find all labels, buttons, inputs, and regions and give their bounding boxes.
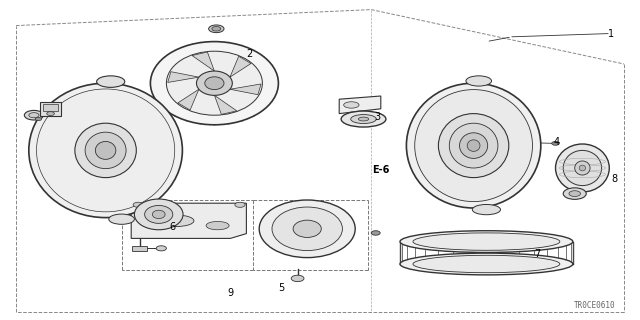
Ellipse shape	[438, 114, 509, 178]
Ellipse shape	[400, 253, 573, 275]
Polygon shape	[230, 84, 261, 95]
Ellipse shape	[569, 191, 580, 196]
Ellipse shape	[413, 233, 560, 250]
Ellipse shape	[413, 255, 560, 273]
Polygon shape	[192, 52, 214, 71]
Ellipse shape	[152, 210, 165, 219]
Text: E-6: E-6	[372, 164, 390, 175]
Ellipse shape	[166, 51, 262, 115]
Circle shape	[371, 231, 380, 235]
Polygon shape	[214, 95, 237, 114]
Ellipse shape	[400, 231, 573, 252]
Text: 1: 1	[608, 28, 614, 39]
Ellipse shape	[579, 165, 586, 171]
Text: 7: 7	[534, 249, 541, 260]
Ellipse shape	[36, 89, 175, 212]
Ellipse shape	[449, 123, 498, 168]
Polygon shape	[131, 203, 246, 238]
Ellipse shape	[415, 90, 532, 202]
Ellipse shape	[85, 132, 126, 169]
Ellipse shape	[29, 83, 182, 218]
Text: 2: 2	[246, 49, 253, 60]
Ellipse shape	[272, 207, 342, 251]
FancyBboxPatch shape	[132, 246, 147, 251]
Text: 8: 8	[611, 174, 618, 184]
Text: 9: 9	[227, 288, 234, 298]
Ellipse shape	[196, 71, 232, 95]
Circle shape	[47, 112, 54, 116]
Ellipse shape	[466, 76, 492, 86]
Ellipse shape	[472, 204, 500, 215]
Circle shape	[212, 27, 221, 31]
Ellipse shape	[563, 150, 602, 186]
Ellipse shape	[24, 110, 44, 120]
Polygon shape	[168, 72, 199, 83]
Ellipse shape	[358, 117, 369, 121]
Ellipse shape	[575, 161, 590, 175]
Ellipse shape	[556, 144, 609, 192]
Text: 4: 4	[554, 137, 560, 148]
Text: 6: 6	[170, 222, 176, 232]
Ellipse shape	[563, 188, 586, 199]
Circle shape	[552, 141, 559, 145]
Ellipse shape	[158, 215, 194, 227]
Ellipse shape	[205, 77, 224, 90]
Ellipse shape	[206, 221, 229, 230]
Text: 5: 5	[278, 283, 285, 293]
Ellipse shape	[341, 111, 386, 127]
Circle shape	[235, 202, 245, 207]
Circle shape	[291, 275, 304, 282]
Circle shape	[133, 202, 143, 207]
Ellipse shape	[460, 133, 488, 158]
Ellipse shape	[75, 123, 136, 178]
Text: 3: 3	[374, 112, 381, 122]
Polygon shape	[178, 89, 199, 110]
Circle shape	[156, 246, 166, 251]
Ellipse shape	[145, 205, 173, 223]
Ellipse shape	[344, 102, 359, 108]
FancyBboxPatch shape	[40, 102, 61, 116]
Ellipse shape	[95, 141, 116, 159]
Ellipse shape	[293, 220, 321, 237]
Ellipse shape	[351, 115, 376, 124]
Circle shape	[35, 117, 42, 121]
Polygon shape	[230, 56, 251, 77]
Text: TR0CE0610: TR0CE0610	[574, 301, 616, 310]
Ellipse shape	[109, 214, 134, 224]
Ellipse shape	[150, 42, 278, 125]
Ellipse shape	[259, 200, 355, 258]
FancyBboxPatch shape	[43, 104, 58, 111]
Circle shape	[209, 25, 224, 33]
Ellipse shape	[29, 113, 39, 118]
Polygon shape	[339, 96, 381, 114]
Ellipse shape	[467, 140, 480, 151]
Ellipse shape	[97, 76, 125, 87]
Ellipse shape	[406, 83, 541, 208]
Ellipse shape	[134, 199, 183, 230]
